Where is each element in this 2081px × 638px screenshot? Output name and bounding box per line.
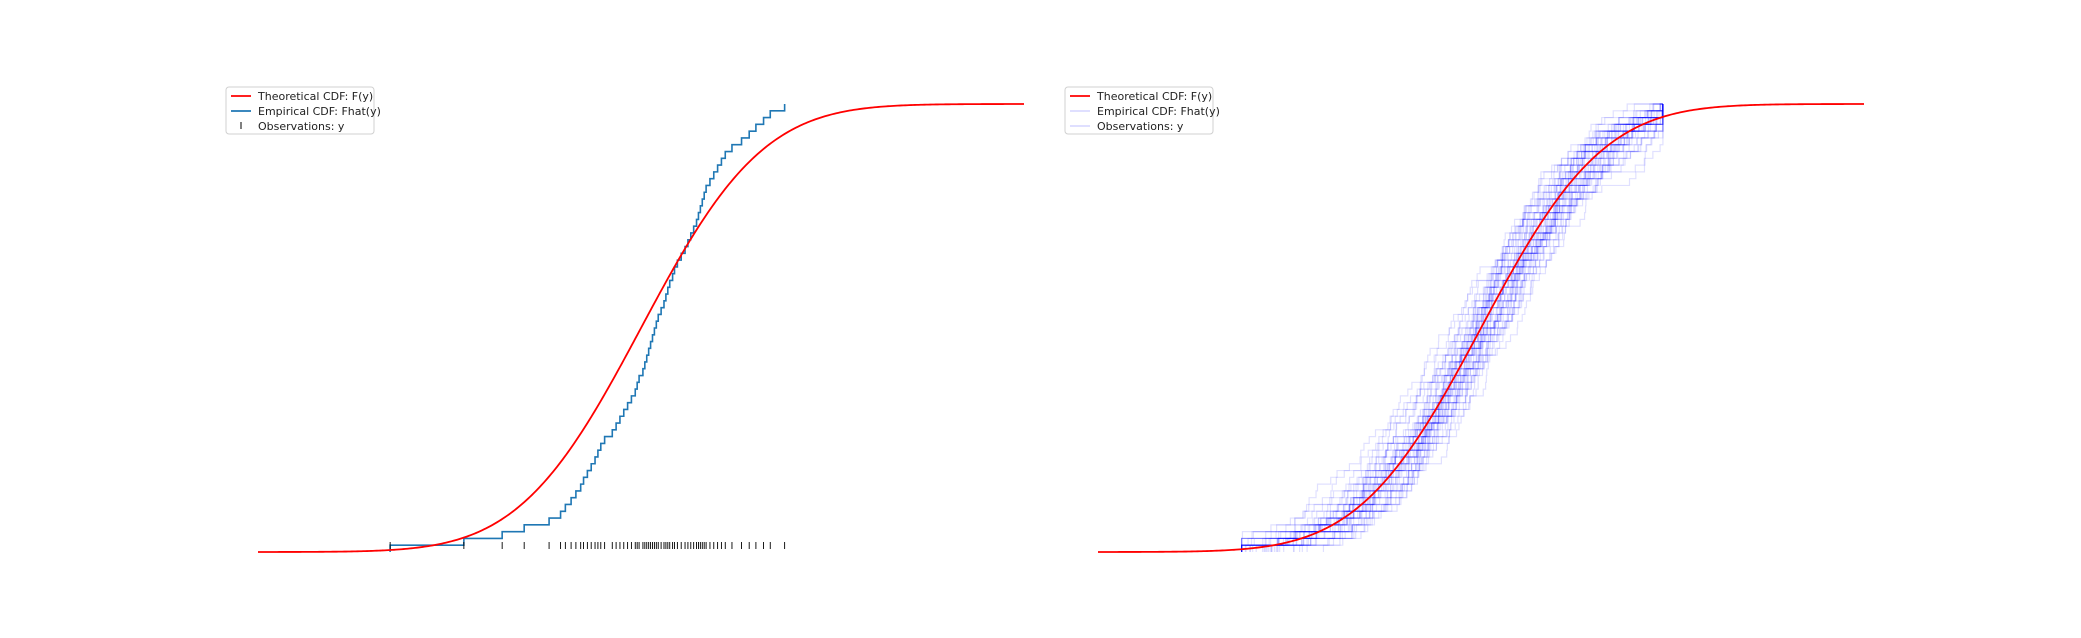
empirical-cdf-replicate — [1241, 104, 1664, 552]
empirical-cdf-replicate — [1322, 103, 1663, 552]
empirical-cdf-replicates — [1241, 103, 1664, 552]
empirical-cdf-replicate — [1266, 104, 1664, 552]
legend: Theoretical CDF: F(y) Empirical CDF: Fha… — [225, 86, 381, 135]
empirical-cdf-series — [389, 104, 786, 552]
empirical-cdf-replicate — [1241, 104, 1664, 552]
empirical-cdf-replicate — [1255, 104, 1664, 552]
empirical-cdf-replicate — [1241, 104, 1664, 552]
empirical-cdf-replicate — [1241, 104, 1664, 552]
legend-label-theoretical: Theoretical CDF: F(y) — [257, 90, 373, 103]
theoretical-cdf-line — [1097, 103, 1865, 553]
empirical-cdf-replicate — [1245, 103, 1663, 552]
empirical-cdf-line — [389, 104, 786, 552]
legend: Theoretical CDF: F(y) Empirical CDF: Fha… — [1064, 86, 1220, 135]
theoretical-cdf-line — [257, 103, 1025, 553]
empirical-cdf-replicate — [1292, 104, 1664, 552]
empirical-cdf-replicate — [1276, 104, 1664, 552]
empirical-cdf-replicate — [1249, 103, 1663, 552]
empirical-cdf-replicate — [1263, 104, 1664, 552]
empirical-cdf-replicate — [1241, 104, 1664, 552]
empirical-cdf-replicate — [1277, 104, 1664, 552]
empirical-cdf-replicate — [1252, 104, 1664, 552]
legend-frame — [1064, 86, 1214, 135]
empirical-cdf-replicate — [1270, 104, 1664, 552]
empirical-cdf-replicate — [1264, 104, 1664, 552]
empirical-cdf-replicate — [1241, 104, 1664, 552]
empirical-cdf-replicate — [1283, 104, 1664, 552]
empirical-cdf-replicate — [1306, 103, 1663, 552]
empirical-cdf-replicate — [1271, 104, 1664, 552]
empirical-cdf-replicate — [1241, 104, 1664, 552]
legend-frame — [225, 86, 375, 135]
empirical-cdf-replicate — [1267, 104, 1664, 552]
empirical-cdf-replicate — [1241, 104, 1664, 552]
legend-label-theoretical: Theoretical CDF: F(y) — [1096, 90, 1212, 103]
empirical-cdf-replicate — [1249, 104, 1664, 552]
right-cdf-panel: Theoretical CDF: F(y) Empirical CDF: Fha… — [1064, 86, 1865, 553]
legend-label-observations: Observations: y — [1097, 120, 1184, 133]
left-cdf-panel: Theoretical CDF: F(y) Empirical CDF: Fha… — [225, 86, 1025, 553]
theoretical-cdf-series — [1097, 103, 1865, 553]
legend-label-empirical: Empirical CDF: Fhat(y) — [258, 105, 381, 118]
empirical-cdf-replicate — [1241, 104, 1664, 552]
empirical-cdf-replicate — [1241, 104, 1664, 552]
empirical-cdf-replicate — [1241, 104, 1664, 552]
empirical-cdf-replicate — [1241, 104, 1664, 552]
empirical-cdf-replicate — [1241, 104, 1664, 552]
empirical-cdf-replicate — [1271, 103, 1663, 552]
empirical-cdf-replicate — [1301, 104, 1664, 552]
legend-label-empirical: Empirical CDF: Fhat(y) — [1097, 105, 1220, 118]
legend-label-observations: Observations: y — [258, 120, 345, 133]
empirical-cdf-replicate — [1261, 104, 1664, 552]
empirical-cdf-replicate — [1244, 104, 1664, 552]
empirical-cdf-replicate — [1275, 103, 1663, 552]
empirical-cdf-replicate — [1241, 104, 1664, 552]
empirical-cdf-replicate — [1269, 104, 1664, 552]
empirical-cdf-replicate — [1241, 103, 1663, 552]
empirical-cdf-replicate — [1265, 104, 1664, 552]
empirical-cdf-replicate — [1241, 103, 1663, 552]
empirical-cdf-replicate — [1273, 104, 1664, 552]
observation-rug — [389, 542, 786, 549]
theoretical-cdf-series — [257, 103, 1025, 553]
empirical-cdf-replicate — [1299, 104, 1664, 552]
empirical-cdf-replicate — [1241, 104, 1664, 552]
empirical-cdf-replicate — [1241, 103, 1663, 552]
empirical-cdf-replicate — [1241, 104, 1664, 552]
